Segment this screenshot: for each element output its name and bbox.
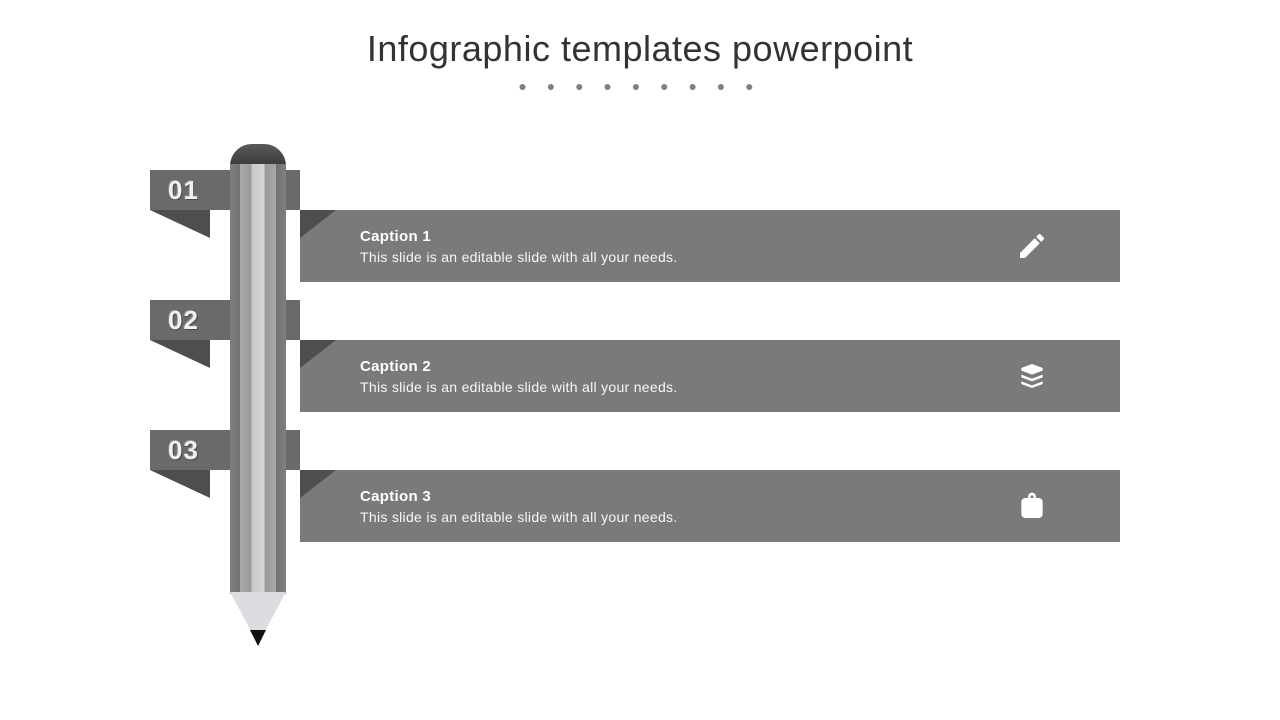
row-1-text: Caption 1 This slide is an editable slid… <box>360 228 1014 265</box>
books-icon <box>1014 358 1050 394</box>
row-3-bar: Caption 3 This slide is an editable slid… <box>300 470 1120 542</box>
row-1-number: 01 <box>168 175 199 206</box>
row-1-fold-right <box>300 210 336 238</box>
row-3-text: Caption 3 This slide is an editable slid… <box>360 488 1014 525</box>
row-3-fold-left <box>150 470 210 498</box>
pencil-lead <box>250 630 266 646</box>
row-3-caption: Caption 3 <box>360 488 1014 505</box>
row-2-number: 02 <box>168 305 199 336</box>
row-2-fold-left <box>150 340 210 368</box>
row-1-caption: Caption 1 <box>360 228 1014 245</box>
row-2-desc: This slide is an editable slide with all… <box>360 379 1014 395</box>
backpack-icon <box>1014 488 1050 524</box>
row-2-fold-right <box>300 340 336 368</box>
row-2-text: Caption 2 This slide is an editable slid… <box>360 358 1014 395</box>
pencil-graphic <box>230 144 286 664</box>
row-3-fold-right <box>300 470 336 498</box>
pencil-body <box>230 164 286 594</box>
row-1-desc: This slide is an editable slide with all… <box>360 249 1014 265</box>
dots-divider: ● ● ● ● ● ● ● ● ● <box>0 78 1280 94</box>
row-1-fold-left <box>150 210 210 238</box>
page-title: Infographic templates powerpoint <box>0 28 1280 70</box>
row-3-number: 03 <box>168 435 199 466</box>
pencil-eraser <box>230 144 286 166</box>
row-1: Caption 1 This slide is an editable slid… <box>150 170 1150 252</box>
row-1-bar: Caption 1 This slide is an editable slid… <box>300 210 1120 282</box>
row-3-desc: This slide is an editable slide with all… <box>360 509 1014 525</box>
pencil-icon <box>1014 228 1050 264</box>
row-2-caption: Caption 2 <box>360 358 1014 375</box>
row-2-bar: Caption 2 This slide is an editable slid… <box>300 340 1120 412</box>
row-3: Caption 3 This slide is an editable slid… <box>150 430 1150 512</box>
title-area: Infographic templates powerpoint ● ● ● ●… <box>0 0 1280 94</box>
infographic-stage: Caption 1 This slide is an editable slid… <box>150 140 1150 680</box>
row-2: Caption 2 This slide is an editable slid… <box>150 300 1150 382</box>
